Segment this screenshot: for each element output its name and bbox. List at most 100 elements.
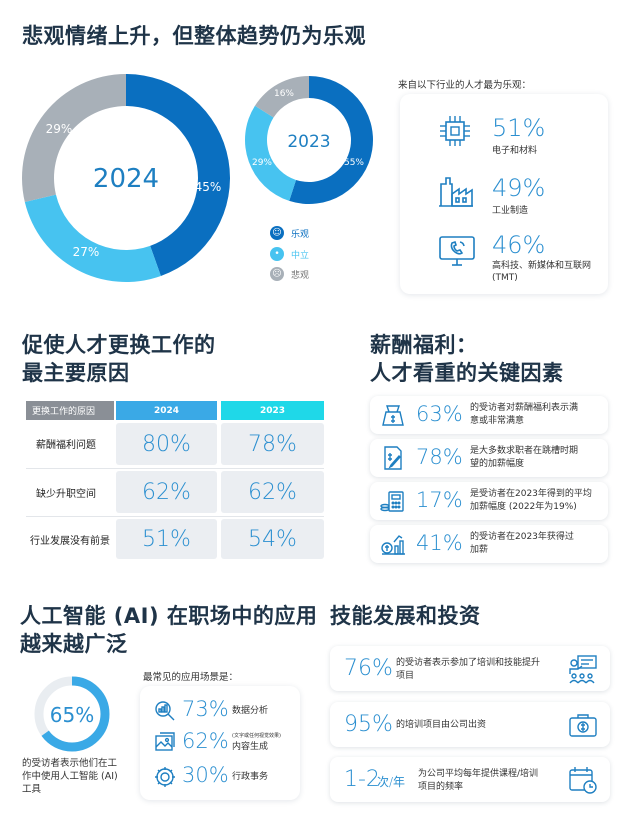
legend-pessimistic: ☹ 悲观 xyxy=(270,267,309,281)
donut-2023-optimistic-label: 55% xyxy=(344,158,364,168)
industry-1-pct: 51% xyxy=(492,114,546,142)
ai-scene-3-pct: 30% xyxy=(182,763,229,787)
legend-optimistic: ☺ 乐观 xyxy=(270,226,309,240)
table-header-2024: 2024 xyxy=(116,401,217,420)
table-row-1-2023: 78% xyxy=(221,423,324,465)
ai-scenes-card: 73% 数据分析 62% (文字或任何视觉效果) 内容生成 30% 行政事务 xyxy=(140,686,300,800)
smile-icon: ☺ xyxy=(270,226,284,240)
section4-title-line1: 人工智能 (AI) 在职场中的应用 xyxy=(20,604,318,628)
section3-title-line1: 薪酬福利： xyxy=(370,333,478,357)
salary-item-2-line2: 望的加薪幅度 xyxy=(470,459,525,469)
data-search-icon xyxy=(155,701,175,721)
legend-neutral: • 中立 xyxy=(270,247,309,261)
sad-face-icon: ☹ xyxy=(270,267,284,281)
salary-item-1-line2: 意或非常满意 xyxy=(470,416,525,426)
skills-item-1-value: 76% xyxy=(344,656,393,681)
skills-item-3-line2: 项目的频率 xyxy=(418,782,464,792)
table-row-2-label: 缺少升职空间 xyxy=(36,489,96,500)
donut-2024-year: 2024 xyxy=(93,164,159,194)
industry-3-pct: 46% xyxy=(492,231,546,259)
legend-neutral-label: 中立 xyxy=(291,250,310,261)
table-row-3-2024: 51% xyxy=(116,519,217,559)
section1-title: 悲观情绪上升，但整体趋势仍为乐观 xyxy=(22,24,366,48)
monitor-phone-icon xyxy=(439,236,475,266)
skills-item-3-line1: 为公司平均每年提供课程/培训 xyxy=(418,769,539,779)
donut-2023-slice-pessimistic xyxy=(254,76,309,118)
salary-item-2: 78% 是大多数求职者在跳槽时期 望的加薪幅度 xyxy=(370,439,608,477)
table-header-reason: 更换工作的原因 xyxy=(26,401,114,420)
table-divider-2 xyxy=(26,516,324,517)
section4-title-line2: 越来越广泛 xyxy=(20,632,128,656)
industry-3-label: 高科技、新媒体和互联网 xyxy=(492,261,592,271)
donut-2024-neutral-label: 27% xyxy=(73,245,100,259)
ai-desc-line1: 的受访者表示他们在工 xyxy=(22,758,118,769)
skills-item-1-line2: 项目 xyxy=(396,671,415,681)
donut-2024-slice-pessimistic xyxy=(22,74,127,203)
skills-item-3: 1-2 次/年 为公司平均每年提供课程/培训 项目的频率 xyxy=(330,757,610,802)
table-row-2-2024: 62% xyxy=(116,471,217,513)
industries-card: 51% 电子和材料 49% 工业制造 46% 高科技、新媒体和互联网 (TMT) xyxy=(400,94,608,294)
donut-2024-pessimistic-label: 29% xyxy=(46,122,73,136)
ai-scene-2-label: 内容生成 xyxy=(232,742,269,752)
legend-optimistic-label: 乐观 xyxy=(291,229,310,240)
salary-item-1: 63% 的受访者对薪酬福利表示满 意或非常满意 xyxy=(370,396,608,434)
industry-1-label: 电子和材料 xyxy=(492,146,538,156)
donut-2023-neutral-label: 29% xyxy=(252,158,272,168)
skills-item-2-value: 95% xyxy=(344,712,393,737)
industry-3-label2: (TMT) xyxy=(492,273,518,283)
section2-title-line2: 最主要原因 xyxy=(22,361,130,385)
calendar-clock-icon xyxy=(569,767,597,794)
gear-people-icon xyxy=(155,767,175,787)
salary-item-4-line2: 加薪 xyxy=(470,545,489,555)
salary-item-4-line1: 的受访者在2023年获得过 xyxy=(470,532,574,542)
table-row-1-label: 薪酬福利问题 xyxy=(36,440,96,451)
ai-scene-1-pct: 73% xyxy=(182,697,229,721)
salary-item-1-pct: 63% xyxy=(416,402,463,426)
legend-pessimistic-label: 悲观 xyxy=(291,270,310,281)
growth-chart-icon xyxy=(381,535,405,555)
donut-2023-slice-optimistic xyxy=(289,76,373,205)
briefcase-money-icon xyxy=(569,714,597,737)
industries-heading: 来自以下行业的人才最为乐观： xyxy=(398,80,532,91)
factory-icon xyxy=(439,177,473,207)
skills-item-2: 95% 的培训项目由公司出资 xyxy=(330,702,610,747)
donut-2024-optimistic-label: 45% xyxy=(195,180,222,194)
industry-2-pct: 49% xyxy=(492,174,546,202)
table-row-2-2023: 62% xyxy=(221,471,324,513)
table-row-3-2023: 54% xyxy=(221,519,324,559)
training-icon xyxy=(569,655,597,684)
ai-scene-1-label: 数据分析 xyxy=(232,706,269,716)
calculator-coins-icon xyxy=(380,491,404,512)
table-divider-1 xyxy=(26,468,324,469)
neutral-face-icon: • xyxy=(270,247,284,261)
ai-usage-donut-value: 65% xyxy=(50,703,94,727)
salary-item-3: 17% 是受访者在2023年得到的平均 加薪幅度 (2022年为19%) xyxy=(370,482,608,520)
table-row-3-label: 行业发展没有前景 xyxy=(30,536,110,547)
donut-2023-year: 2023 xyxy=(287,132,330,152)
salary-item-4-pct: 41% xyxy=(416,531,463,555)
industry-2-label: 工业制造 xyxy=(492,206,529,216)
section2-title-line1: 促使人才更换工作的 xyxy=(22,333,216,357)
chip-icon xyxy=(440,116,470,146)
skills-item-2-line1: 的培训项目由公司出资 xyxy=(396,720,487,730)
section5-title: 技能发展和投资 xyxy=(330,604,481,628)
donut-2023-slice-neutral xyxy=(245,105,297,201)
donut-2024-slice-optimistic xyxy=(126,74,230,276)
ai-desc-line2: 作中使用人工智能 (AI) xyxy=(22,771,118,782)
skills-item-1: 76% 的受访者表示参加了培训和技能提升 项目 xyxy=(330,646,610,691)
image-content-icon xyxy=(155,732,175,751)
donut-2023: 2023 55% 29% 16% xyxy=(245,76,373,205)
salary-item-2-line1: 是大多数求职者在跳槽时期 xyxy=(470,446,579,456)
table-row-1-2024: 80% xyxy=(116,423,217,465)
ai-scene-3-label: 行政事务 xyxy=(232,772,269,782)
donut-2024-slice-neutral xyxy=(24,194,161,282)
document-money-icon xyxy=(384,446,402,470)
ai-scene-2-pct: 62% xyxy=(182,729,229,753)
skills-item-3-unit: 次/年 xyxy=(377,775,406,789)
section3-title-line2: 人才看重的关键因素 xyxy=(370,361,564,385)
ai-desc-line3: 工具 xyxy=(22,784,42,795)
skills-item-3-value: 1-2 xyxy=(344,767,380,792)
salary-item-4: 41% 的受访者在2023年获得过 加薪 xyxy=(370,525,608,563)
ai-usage-donut: 65% xyxy=(34,676,110,752)
ai-usage-donut-arc xyxy=(34,676,110,752)
